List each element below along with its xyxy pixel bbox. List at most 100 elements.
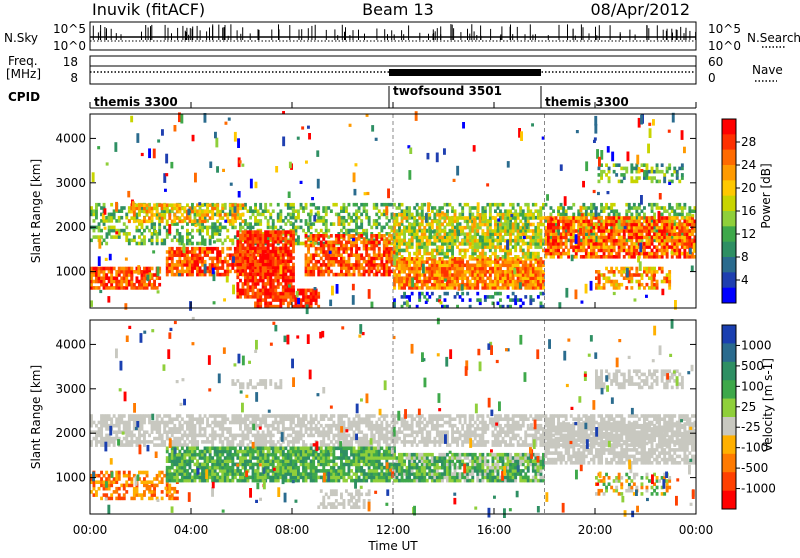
power-cell xyxy=(279,253,282,257)
power-cell xyxy=(143,276,146,280)
power-cell xyxy=(378,232,381,236)
nsky-frame xyxy=(90,22,696,50)
power-cell xyxy=(115,280,118,284)
power-cell xyxy=(305,257,308,261)
power-cell xyxy=(438,239,441,243)
power-cell xyxy=(635,209,638,213)
power-cell xyxy=(570,236,573,240)
power-cell xyxy=(406,264,409,268)
power-cell xyxy=(236,295,239,299)
power-cell xyxy=(517,270,520,274)
power-cell xyxy=(138,207,141,211)
power-cell xyxy=(305,266,308,270)
power-cell xyxy=(433,286,436,290)
power-cell xyxy=(247,237,250,241)
power-cell xyxy=(403,226,406,230)
power-cell xyxy=(534,280,537,284)
power-cell xyxy=(277,240,280,244)
power-cell xyxy=(365,235,368,239)
power-cell xyxy=(459,252,462,256)
power-cell xyxy=(502,260,505,264)
power-cell xyxy=(580,245,583,249)
power-cell xyxy=(287,256,290,260)
power-cell xyxy=(401,239,404,243)
power-cell xyxy=(459,257,462,261)
power-cell xyxy=(656,206,659,210)
power-cell xyxy=(514,216,517,220)
power-cell xyxy=(343,209,346,213)
power-cell xyxy=(580,220,583,224)
power-cell xyxy=(666,252,669,256)
power-cell xyxy=(641,229,644,233)
power-cell xyxy=(396,280,399,284)
power-cell xyxy=(562,232,565,236)
power-cell xyxy=(438,260,441,264)
power-cell xyxy=(120,286,123,290)
power-cell xyxy=(423,283,426,287)
power-cell xyxy=(688,239,691,243)
power-cell xyxy=(676,203,679,207)
power-cell xyxy=(340,253,343,257)
power-cell xyxy=(537,273,540,277)
power-cell xyxy=(514,283,517,287)
power-cell xyxy=(585,206,588,210)
power-cell xyxy=(459,273,462,277)
power-cell xyxy=(292,203,295,207)
power-cell xyxy=(264,247,267,251)
power-cell xyxy=(638,283,641,287)
power-cell xyxy=(628,226,631,230)
power-cell xyxy=(267,295,270,299)
power-cell xyxy=(100,206,103,210)
power-cell xyxy=(360,253,363,257)
power-cell xyxy=(234,250,237,254)
power-cell xyxy=(441,245,444,249)
power-cell xyxy=(666,242,669,246)
power-cell xyxy=(595,252,598,256)
power-cell xyxy=(408,232,411,236)
power-cell xyxy=(633,226,636,230)
power-cell xyxy=(171,257,174,261)
power-cell xyxy=(494,216,497,220)
power-cell xyxy=(125,267,128,271)
power-cell xyxy=(635,270,638,274)
power-cell xyxy=(446,283,449,287)
power-cell xyxy=(355,247,358,251)
power-cell xyxy=(244,237,247,241)
power-cell xyxy=(141,232,144,236)
power-cell xyxy=(421,283,424,287)
power-cell xyxy=(547,249,550,253)
power-cell xyxy=(269,282,272,286)
power-cell xyxy=(562,249,565,253)
power-cell xyxy=(151,242,154,246)
power-cell xyxy=(269,279,272,283)
power-cell xyxy=(678,232,681,236)
power-cell xyxy=(236,276,239,280)
power-cell xyxy=(633,220,636,224)
power-cell xyxy=(343,219,346,223)
power-cell xyxy=(570,229,573,233)
power-cell xyxy=(451,245,454,249)
power-cell xyxy=(461,239,464,243)
power-cell xyxy=(577,242,580,246)
power-cell xyxy=(593,203,596,207)
power-cell xyxy=(593,255,596,259)
power-cell xyxy=(479,239,482,243)
power-cell xyxy=(216,220,219,224)
power-cell xyxy=(603,242,606,246)
power-cell xyxy=(638,252,641,256)
power-cell xyxy=(224,206,227,210)
power-cell xyxy=(249,237,252,241)
power-cell xyxy=(562,242,565,246)
power-cell xyxy=(239,256,242,260)
power-cell xyxy=(307,266,310,270)
power-cell xyxy=(373,244,376,248)
power-cell xyxy=(451,286,454,290)
power-cell xyxy=(335,234,338,238)
power-cell xyxy=(236,230,239,234)
power-cell xyxy=(252,234,255,238)
power-cell xyxy=(345,250,348,254)
power-cell xyxy=(605,255,608,259)
power-cell xyxy=(267,209,270,213)
power-cell xyxy=(497,270,500,274)
power-cell xyxy=(658,229,661,233)
